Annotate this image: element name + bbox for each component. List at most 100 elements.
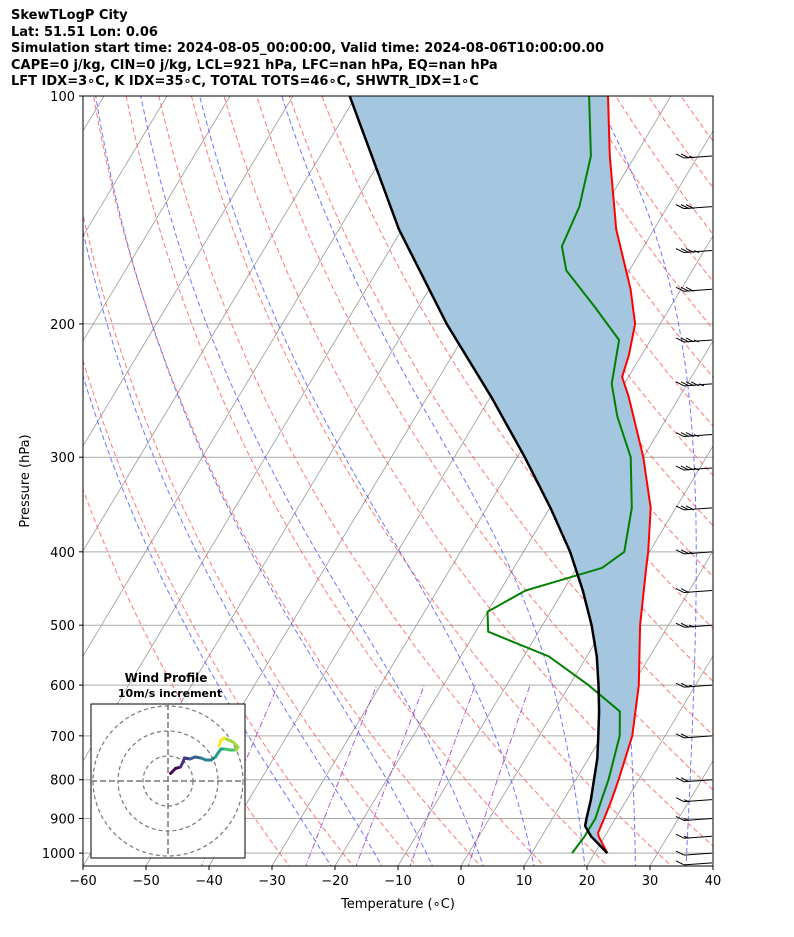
x-tick-label: −40 bbox=[195, 874, 222, 889]
barb-full-flag bbox=[675, 682, 685, 688]
parcel-line bbox=[348, 96, 609, 854]
barb-full-flag bbox=[680, 432, 690, 437]
dry-adiabat bbox=[484, 96, 713, 427]
temperature-line bbox=[597, 96, 652, 854]
barb-full-flag bbox=[675, 850, 685, 856]
chart-title: SkewTLogP City bbox=[11, 8, 128, 23]
x-tick-label: −30 bbox=[258, 874, 285, 889]
barb-full-flag bbox=[690, 381, 700, 387]
hodograph-segment bbox=[222, 736, 235, 744]
dry-adiabat bbox=[83, 358, 354, 866]
barb-full-flag bbox=[675, 622, 685, 628]
y-axis-label: Pressure (hPa) bbox=[18, 434, 33, 527]
barb-full-flag bbox=[685, 381, 695, 387]
barb-full-flag bbox=[675, 286, 685, 292]
wind-barb bbox=[675, 816, 713, 821]
barb-full-flag bbox=[680, 549, 690, 555]
barb-full-flag bbox=[680, 505, 690, 511]
barb-full-flag bbox=[675, 337, 685, 343]
moist-adiabat bbox=[281, 96, 586, 866]
barb-full-flag bbox=[680, 588, 690, 593]
barb-half-flag bbox=[683, 835, 690, 839]
barb-full-flag bbox=[675, 505, 685, 511]
mixing-ratio-line bbox=[467, 684, 531, 866]
y-tick-label: 400 bbox=[50, 546, 75, 561]
isotherm-line bbox=[712, 865, 713, 866]
barb-full-flag bbox=[680, 733, 690, 739]
x-tick-label: 40 bbox=[705, 874, 722, 889]
wind-barb bbox=[675, 549, 713, 555]
barb-full-flag bbox=[675, 860, 685, 866]
barb-full-flag bbox=[680, 286, 690, 292]
x-tick-label: −60 bbox=[69, 874, 96, 889]
y-tick-label: 700 bbox=[50, 730, 75, 745]
wind-barb bbox=[675, 850, 713, 856]
moist-adiabat bbox=[83, 229, 383, 866]
cape-shaded-area bbox=[349, 96, 651, 854]
dry-adiabat bbox=[256, 96, 713, 791]
barb-full-flag bbox=[680, 381, 690, 387]
barb-full-flag bbox=[685, 337, 695, 343]
isotherm-line bbox=[83, 96, 105, 132]
y-tick-label: 1000 bbox=[42, 847, 75, 862]
barb-full-flag bbox=[675, 816, 685, 821]
y-tick-label: 900 bbox=[50, 812, 75, 827]
wind-barb bbox=[675, 286, 713, 292]
dry-adiabat bbox=[83, 488, 290, 866]
x-tick-label: 0 bbox=[457, 874, 465, 889]
y-tick-label: 300 bbox=[50, 451, 75, 466]
barb-full-flag bbox=[675, 381, 685, 387]
wind-barb bbox=[675, 337, 713, 343]
dry-adiabat bbox=[714, 96, 794, 869]
hodograph-segment bbox=[217, 739, 222, 748]
barb-full-flag bbox=[685, 248, 695, 253]
cape-line: CAPE=0 j/kg, CIN=0 j/kg, LCL=921 hPa, LF… bbox=[11, 57, 498, 73]
hodograph-subtitle: 10m/s increment bbox=[118, 687, 222, 700]
barb-full-flag bbox=[680, 337, 690, 343]
y-tick-label: 600 bbox=[50, 679, 75, 694]
y-tick-label: 200 bbox=[50, 318, 75, 333]
barb-full-flag bbox=[675, 248, 685, 253]
dry-adiabat bbox=[223, 96, 713, 847]
barb-full-flag bbox=[675, 153, 685, 159]
barb-half-flag bbox=[693, 434, 700, 438]
x-tick-label: 30 bbox=[642, 874, 659, 889]
isotherm-line bbox=[271, 130, 713, 866]
wind-barb bbox=[675, 797, 713, 803]
x-tick-label: −10 bbox=[384, 874, 411, 889]
x-axis-label: Temperature (∘C) bbox=[340, 897, 455, 912]
barb-full-flag bbox=[675, 833, 685, 839]
barb-half-flag bbox=[698, 383, 705, 387]
dry-adiabat bbox=[125, 96, 545, 866]
wind-barb bbox=[675, 860, 713, 866]
wind-barb bbox=[675, 777, 713, 783]
barb-full-flag bbox=[685, 204, 695, 210]
wind-barb bbox=[675, 204, 713, 210]
barb-full-flag bbox=[680, 465, 690, 471]
barb-full-flag bbox=[675, 733, 685, 739]
wind-barb bbox=[675, 248, 713, 254]
barb-full-flag bbox=[675, 588, 685, 593]
wind-barb bbox=[675, 381, 713, 387]
x-tick-label: 10 bbox=[516, 874, 533, 889]
barb-half-flag bbox=[693, 467, 700, 471]
moist-adiabat bbox=[83, 374, 332, 866]
wind-barb bbox=[675, 153, 713, 159]
isotherm-line bbox=[83, 96, 294, 447]
dry-adiabat bbox=[93, 96, 482, 866]
wind-barb bbox=[675, 588, 713, 594]
mixing-ratio-line bbox=[305, 684, 378, 866]
wind-barb bbox=[675, 833, 713, 839]
y-tick-label: 800 bbox=[50, 774, 75, 789]
wind-barb bbox=[675, 505, 713, 511]
wind-barb bbox=[675, 682, 713, 688]
dry-adiabat bbox=[647, 96, 713, 189]
barb-half-flag bbox=[693, 339, 700, 343]
barb-full-flag bbox=[685, 465, 695, 471]
isotherm-line bbox=[83, 96, 357, 552]
wind-barb bbox=[675, 622, 713, 628]
y-tick-label: 500 bbox=[50, 619, 75, 634]
barb-full-flag bbox=[680, 777, 690, 783]
x-tick-label: 20 bbox=[579, 874, 596, 889]
